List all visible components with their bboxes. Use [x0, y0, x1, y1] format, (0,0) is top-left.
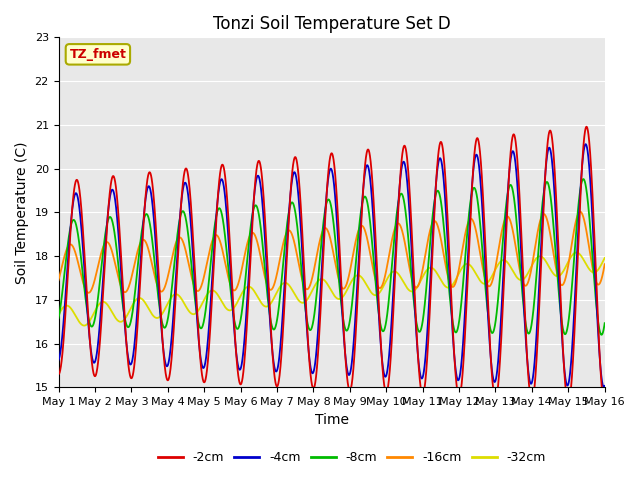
Text: TZ_fmet: TZ_fmet — [70, 48, 126, 61]
Legend: -2cm, -4cm, -8cm, -16cm, -32cm: -2cm, -4cm, -8cm, -16cm, -32cm — [153, 446, 551, 469]
Title: Tonzi Soil Temperature Set D: Tonzi Soil Temperature Set D — [212, 15, 451, 33]
X-axis label: Time: Time — [315, 413, 349, 427]
Y-axis label: Soil Temperature (C): Soil Temperature (C) — [15, 141, 29, 284]
